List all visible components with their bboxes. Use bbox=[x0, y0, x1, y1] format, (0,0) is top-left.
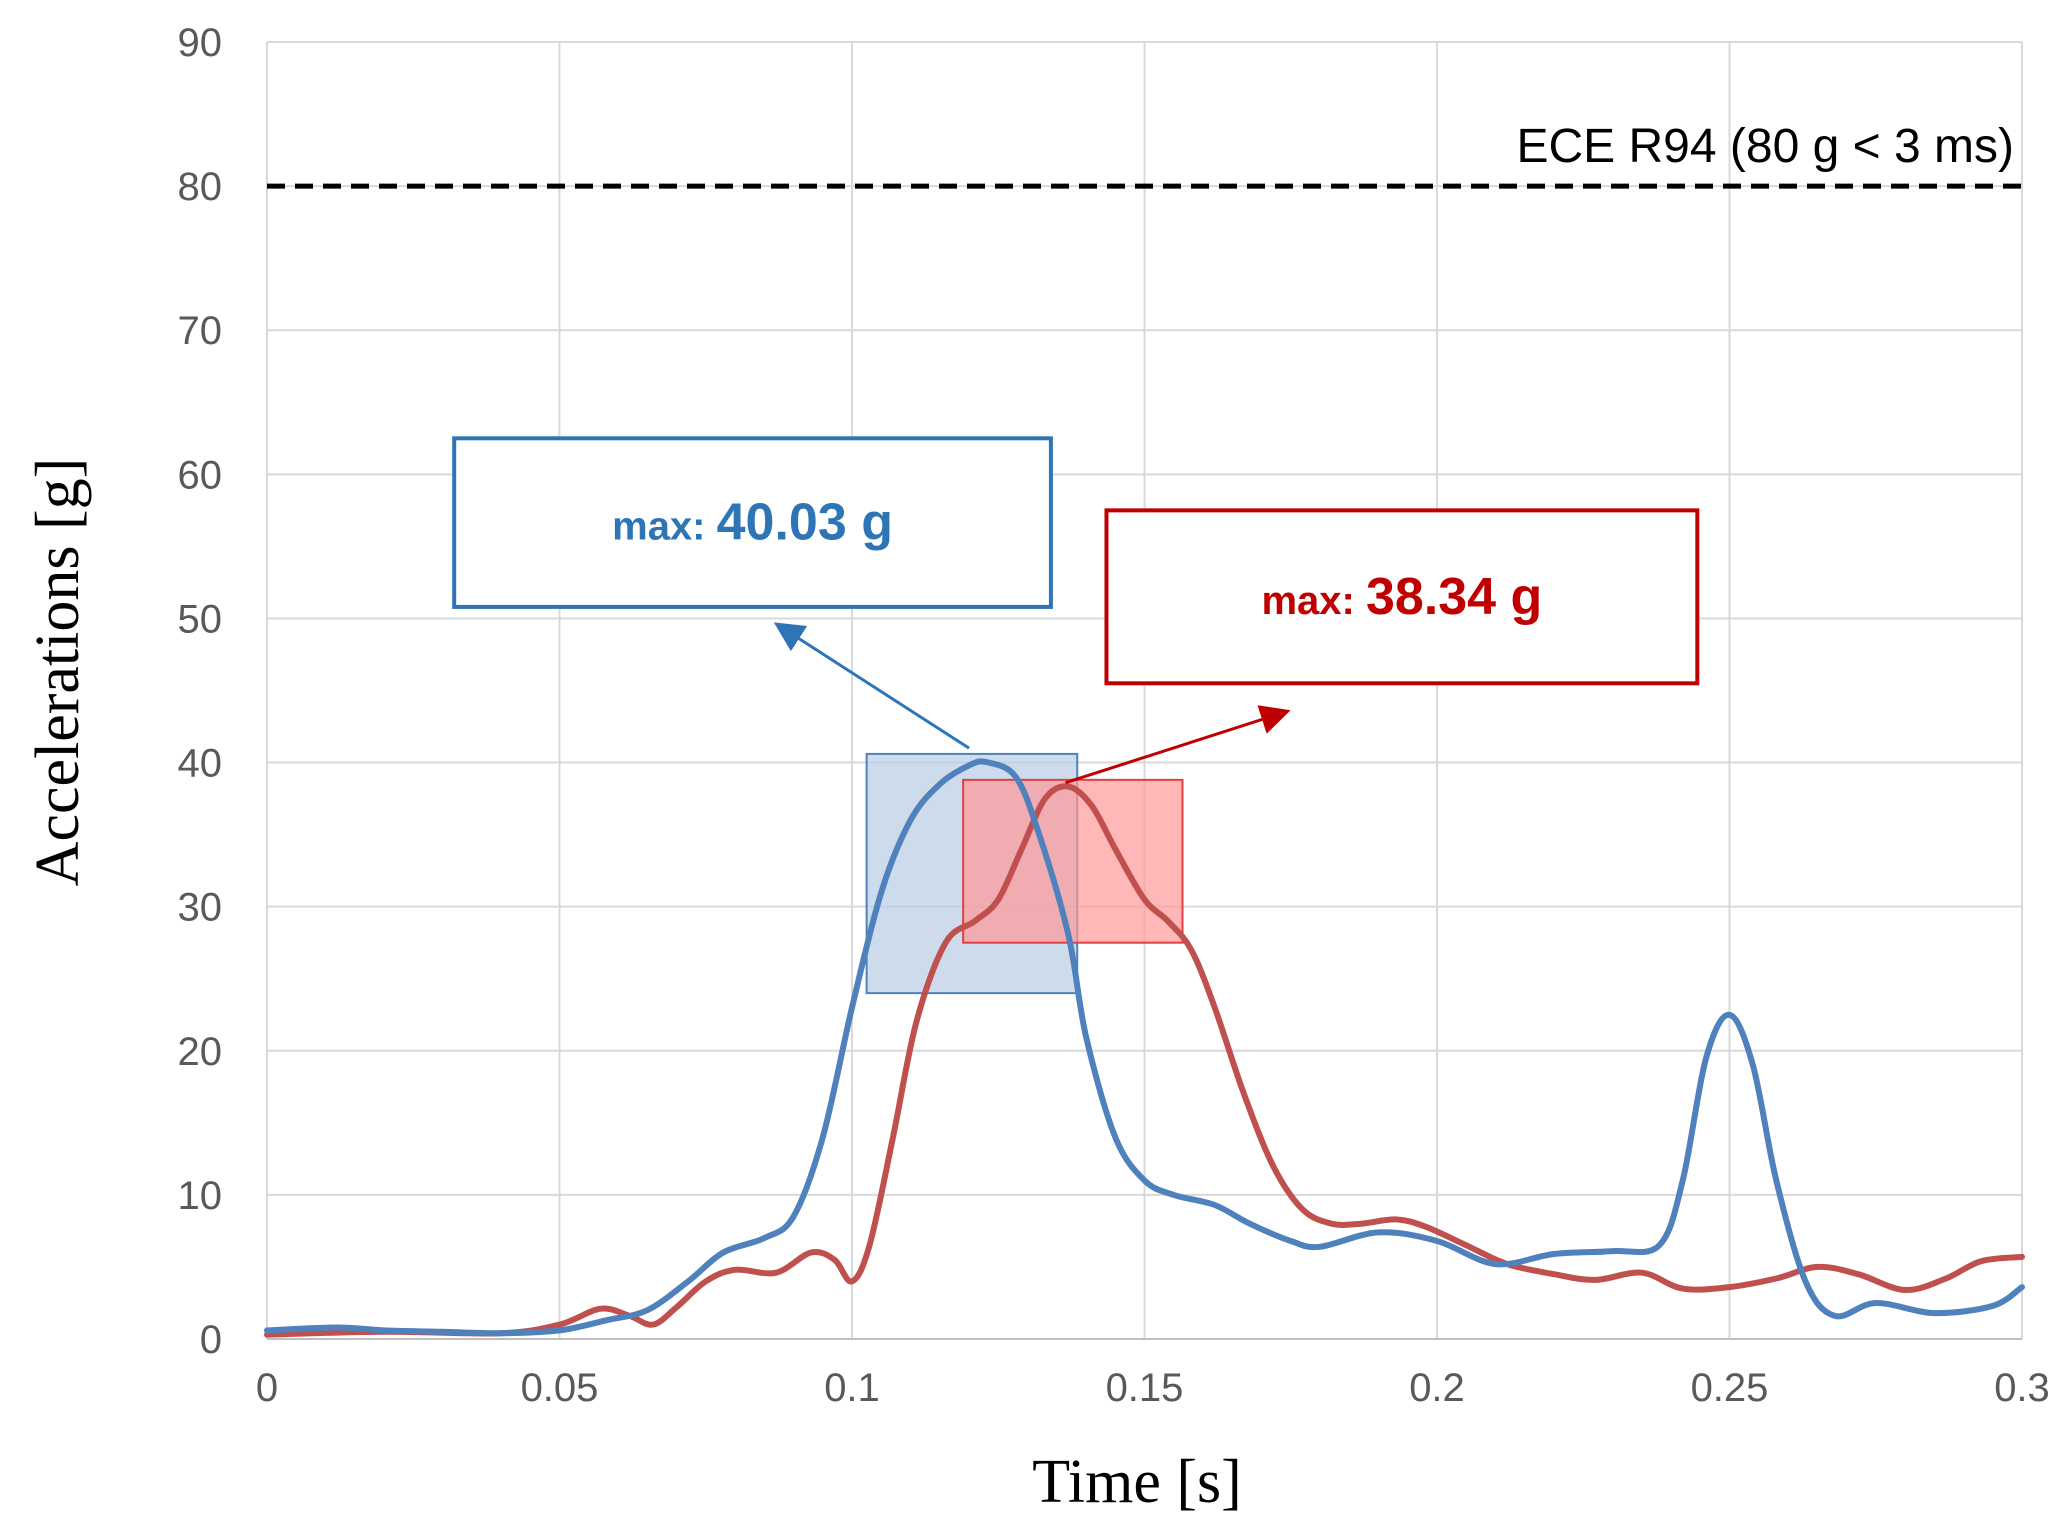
y-tick-label: 0 bbox=[200, 1318, 222, 1362]
grid bbox=[266, 41, 2023, 1340]
highlight-boxes bbox=[865, 752, 1184, 995]
y-tick-label: 70 bbox=[178, 309, 223, 353]
y-axis-title: Accelerations [g] bbox=[24, 458, 92, 887]
annotation-prefix: max: bbox=[612, 505, 717, 549]
y-tick-label: 90 bbox=[178, 21, 223, 65]
x-tick-label: 0.05 bbox=[521, 1366, 599, 1410]
annotation-value: 40.03 g bbox=[717, 494, 893, 552]
y-tick-label: 30 bbox=[178, 886, 223, 930]
annotation-text: max: 40.03 g bbox=[612, 494, 893, 552]
x-tick-label: 0.25 bbox=[1691, 1366, 1769, 1410]
annotation-value: 38.34 g bbox=[1366, 568, 1542, 626]
x-tick-label: 0 bbox=[256, 1366, 278, 1410]
y-tick-label: 20 bbox=[178, 1030, 223, 1074]
annotation-text: max: 38.34 g bbox=[1261, 568, 1542, 626]
annotation-arrow bbox=[773, 622, 970, 750]
series-line-series-2 bbox=[264, 783, 2025, 1338]
x-tick-label: 0.1 bbox=[824, 1366, 880, 1410]
highlight-box bbox=[962, 778, 1184, 944]
series-lines bbox=[264, 758, 2025, 1338]
x-tick-label: 0.15 bbox=[1106, 1366, 1184, 1410]
annotation-arrow bbox=[1065, 705, 1291, 785]
reference-line-group: ECE R94 (80 g < 3 ms) bbox=[267, 120, 2022, 189]
annotation-box bbox=[452, 436, 1053, 609]
x-tick-label: 0.3 bbox=[1994, 1366, 2050, 1410]
y-tick-label: 40 bbox=[178, 742, 223, 786]
x-tick-label: 0.2 bbox=[1409, 1366, 1465, 1410]
y-tick-label: 50 bbox=[178, 597, 223, 641]
y-tick-label: 60 bbox=[178, 453, 223, 497]
series-line-series-1 bbox=[264, 758, 2025, 1337]
tick-labels: 0 10 20 30 40 50 60 70 80 90 0 0.05 0.1 0.15 0.2 0.25 0.… bbox=[178, 21, 2050, 1410]
y-tick-label: 10 bbox=[178, 1174, 223, 1218]
annotation-prefix: max: bbox=[1261, 579, 1366, 623]
annotation-box bbox=[1104, 508, 1700, 686]
y-tick-label: 80 bbox=[178, 165, 223, 209]
reference-line-label: ECE R94 (80 g < 3 ms) bbox=[1516, 120, 2014, 173]
x-axis-title: Time [s] bbox=[1032, 1448, 1242, 1516]
